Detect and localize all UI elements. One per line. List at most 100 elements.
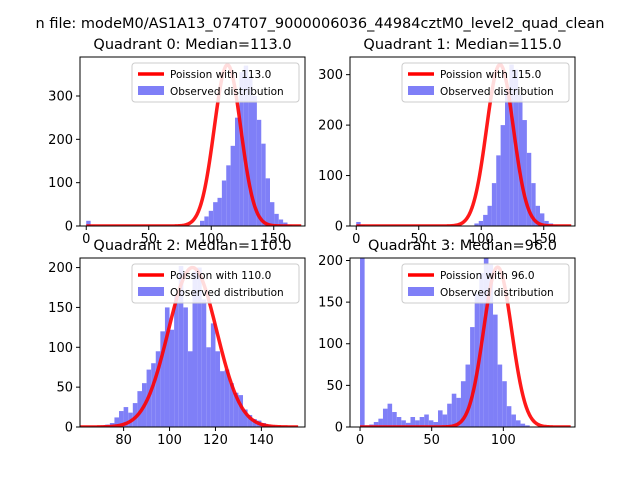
figure-title: n file: modeM0/AS1A13_074T07_9000006036_… [36,16,605,32]
histogram-bar [201,299,207,427]
axes-frame [349,257,576,428]
histogram-bar [456,397,461,427]
x-tick-label: 150 [531,232,556,247]
histogram-bar [487,205,492,226]
histogram-bar [447,403,452,427]
histogram-bar [256,119,262,226]
histogram-bar [511,414,516,427]
histogram-bar [210,323,216,427]
y-tick-label: 0 [65,421,73,436]
histogram-bar [496,155,501,226]
x-tick-label: 0 [352,232,360,247]
histogram-bars [86,65,297,226]
histogram-bar [544,220,549,226]
y-tick-label: 0 [335,421,343,436]
y-tick-label: 100 [48,176,73,191]
histogram-bar [460,381,466,427]
histogram-bar [526,152,532,226]
x-tick-label: 50 [423,433,440,448]
histogram-bar [160,331,165,427]
histogram-bar [424,414,429,427]
histogram-bar [483,214,488,226]
histogram-bar [192,271,198,427]
y-tick-label: 150 [48,301,73,316]
histogram-bar [401,420,406,427]
subplot-0: 0 50 100 150 0 100 200 300 Quadrant 0: Median=11… [48,37,306,247]
histogram-bar [478,220,484,226]
legend-box [401,263,570,304]
histogram-bar [155,351,161,427]
y-tick-label: 100 [318,169,343,184]
subplot-3: 0 50 100 0 50 100 150 200 Quadrant 3: Median=96.… [318,238,576,448]
histogram-bar [373,422,379,427]
histogram-bar [419,417,425,427]
histogram-bar [278,219,284,226]
histogram-bar [515,420,521,427]
histogram-bar [525,425,530,427]
legend-box [401,62,570,103]
axes-frame [79,257,306,428]
histogram-bar [520,423,526,427]
histogram-bar [509,64,514,226]
y-tick-label: 300 [48,90,73,105]
histogram-bar [208,210,214,226]
histogram-bar [200,220,205,226]
histogram-bar [540,213,545,226]
histogram-bar [183,307,188,427]
histogram-bar [252,96,257,226]
x-tick-label: 0 [82,232,90,247]
histogram-bar [505,89,510,226]
y-tick-label: 50 [56,381,73,396]
histogram-bar [506,406,512,427]
histogram-bar [169,329,175,427]
y-tick-label: 0 [335,220,343,235]
histogram-bar [174,295,179,427]
histogram-bar [224,369,230,427]
histogram-bar [451,393,457,427]
legend-label-observed: Observed distribution [170,86,284,98]
histogram-bar [274,213,279,226]
histogram-bar [137,391,142,427]
histogram-bar [206,347,211,427]
histogram-bar [474,223,479,226]
legend-box [131,263,300,304]
histogram-bar [497,364,503,427]
histogram-bar [235,117,240,226]
subplot-title: Quadrant 0: Median=113.0 [93,37,291,53]
histogram-bar [428,420,434,427]
histogram-bar [197,267,202,427]
x-tick-label: 150 [261,232,286,247]
legend: Poission with 110.0 Observed distribution [131,263,300,304]
subplot-title: Quadrant 1: Median=115.0 [363,37,561,53]
y-tick-label: 50 [326,379,343,394]
y-tick-label: 200 [318,254,343,269]
y-tick-label: 200 [318,119,343,134]
histogram-bar [178,265,184,427]
histogram-bar [243,409,248,427]
histogram-bar [238,395,244,427]
legend-label-poisson: Poission with 113.0 [170,69,271,81]
legend: Poission with 115.0 Observed distribution [401,62,570,103]
histogram-bar [442,414,448,427]
legend-label-observed: Observed distribution [440,287,554,299]
histogram-bar [474,293,480,427]
histogram-bar [535,205,540,226]
histogram-bar [437,410,443,427]
poisson-curve [358,265,572,427]
histogram-bar [151,363,156,427]
histogram-bar [265,178,270,226]
poisson-curve [355,62,573,226]
x-tick-label: 100 [491,433,516,448]
histogram-bar [261,143,266,226]
x-tick-label: 80 [115,433,132,448]
x-tick-label: 100 [157,433,182,448]
histogram-bar [493,314,498,427]
histogram-bar [229,383,234,427]
legend-label-poisson: Poission with 110.0 [170,270,271,282]
y-tick-label: 100 [48,341,73,356]
histogram-bar [123,407,129,427]
histogram-bar [531,183,536,226]
y-tick-label: 0 [65,220,73,235]
legend-label-observed: Observed distribution [440,86,554,98]
